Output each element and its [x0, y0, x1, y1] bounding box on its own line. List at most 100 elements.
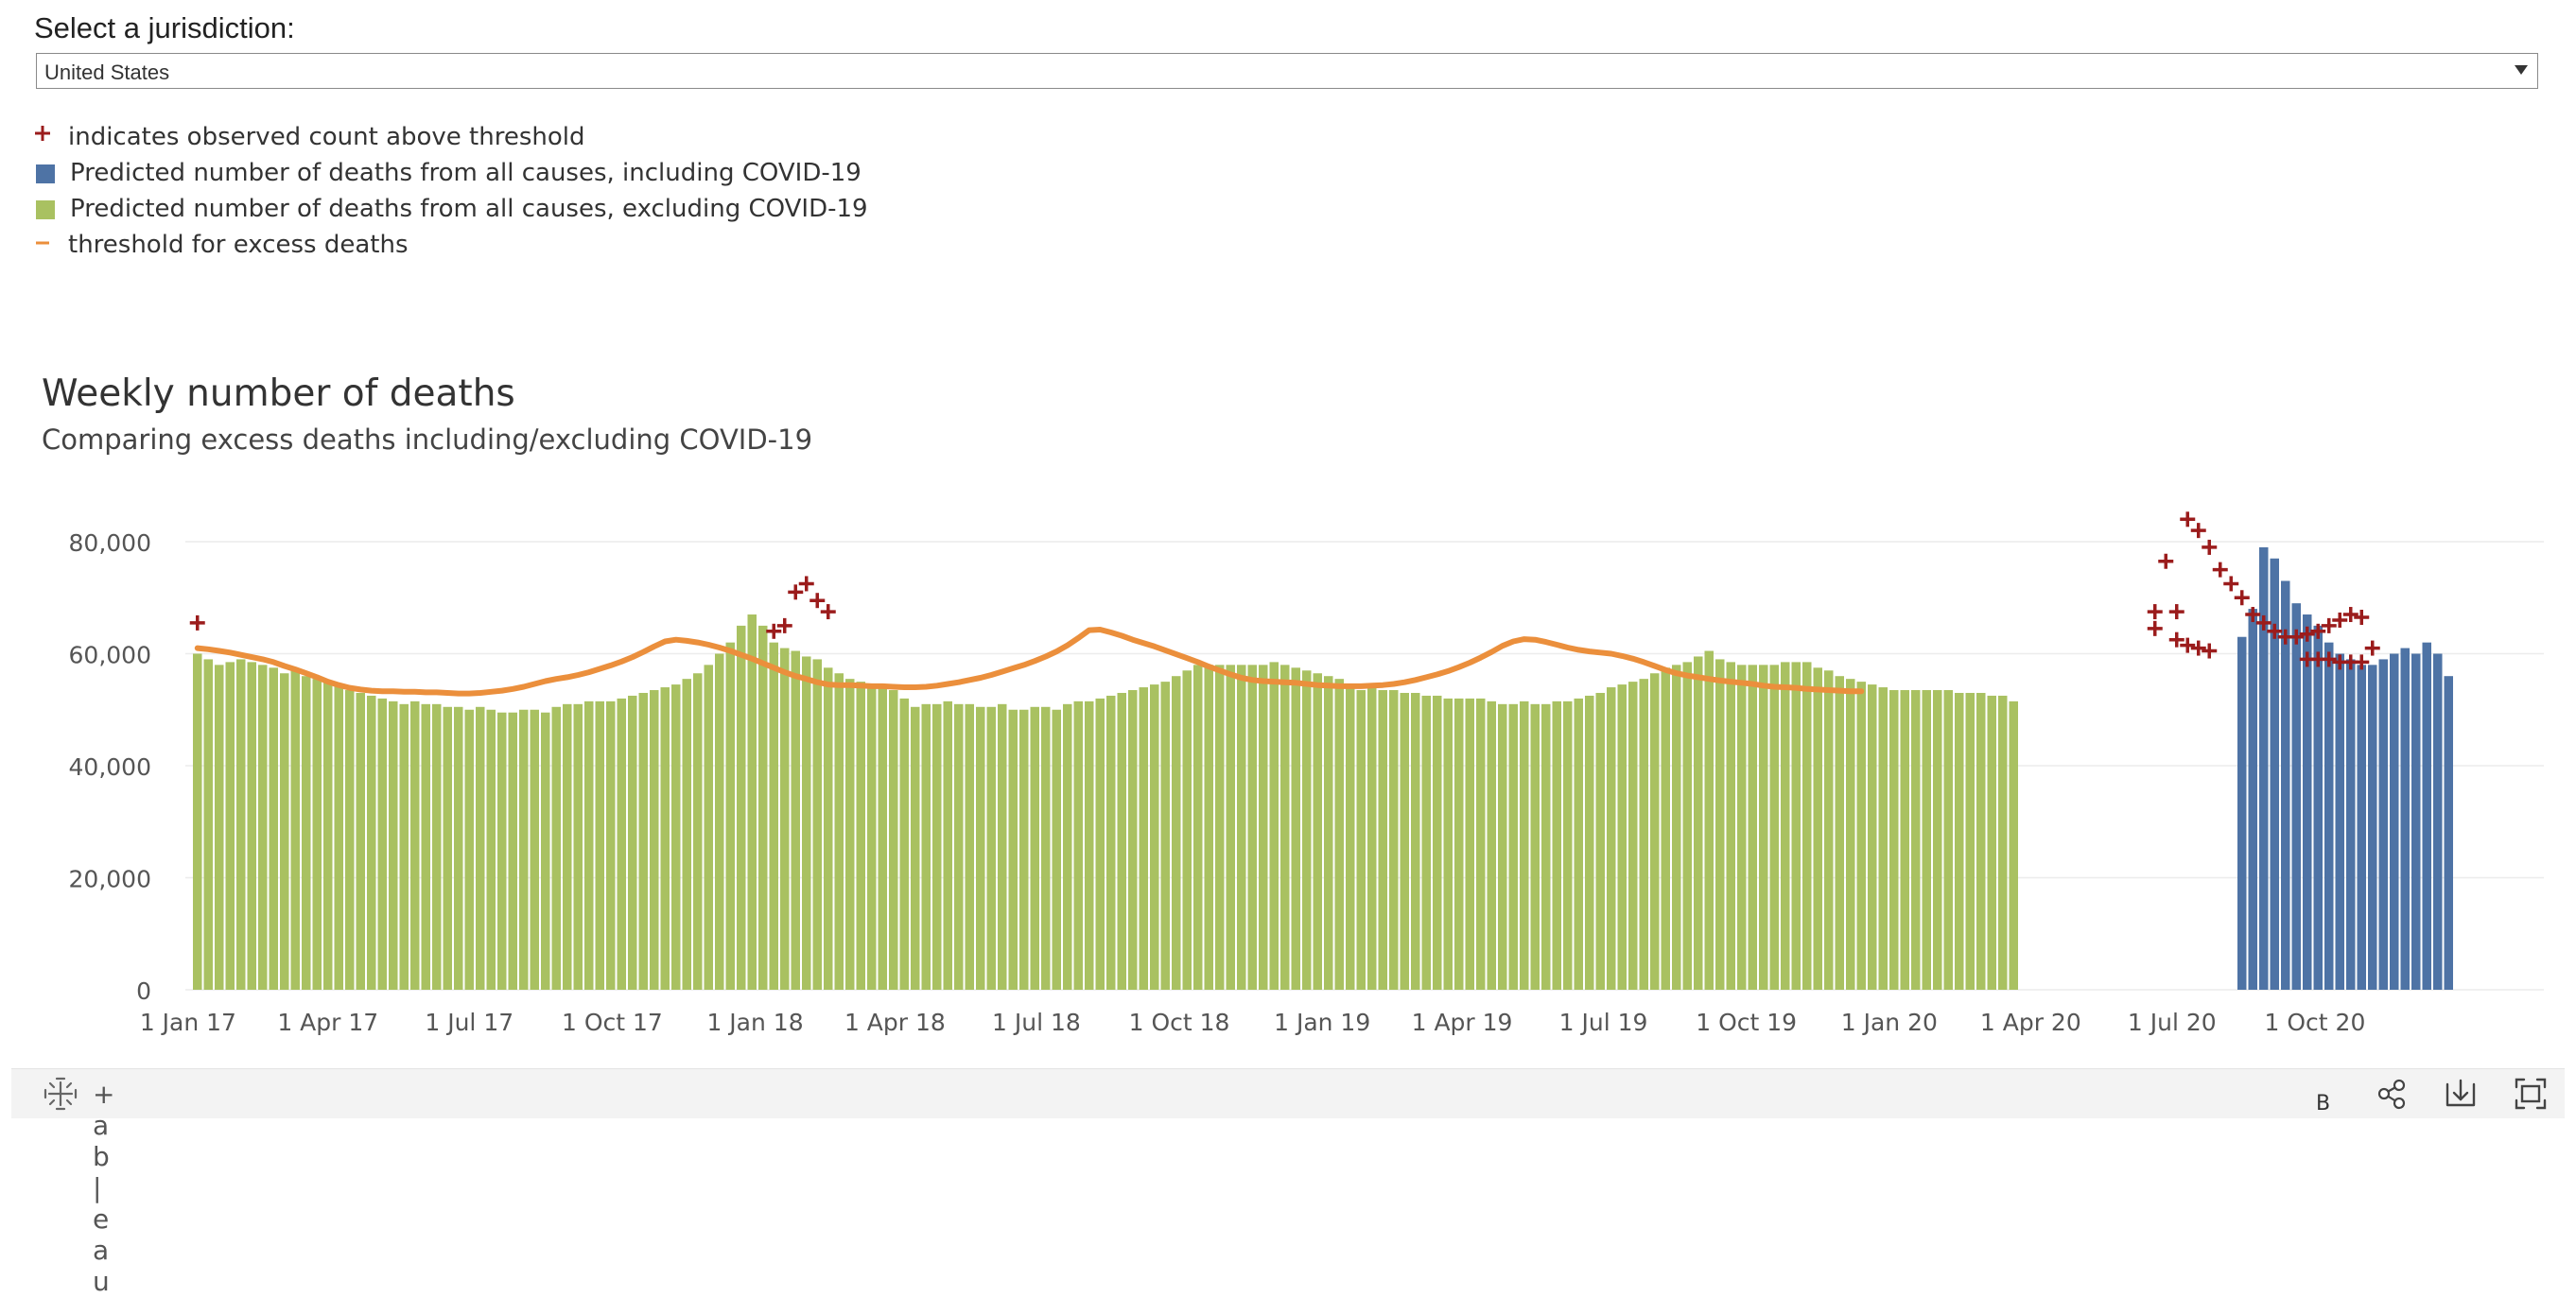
bar-excluding-covid: [1846, 679, 1855, 990]
bar-excluding-covid: [1193, 665, 1203, 990]
bar-excluding-covid: [1802, 662, 1812, 990]
observed-plus-marker: [798, 576, 814, 592]
x-tick-label: 1 Jul 18: [992, 1009, 1081, 1036]
bar-excluding-covid: [258, 665, 268, 990]
bar-excluding-covid: [1748, 665, 1757, 990]
bar-excluding-covid: [1324, 676, 1333, 990]
bar-excluding-covid: [1008, 709, 1018, 990]
bar-excluding-covid: [508, 712, 517, 990]
bar-excluding-covid: [1052, 709, 1061, 990]
bar-including-covid: [2444, 676, 2453, 990]
bar-excluding-covid: [497, 712, 507, 990]
y-tick-label: 0: [136, 977, 151, 1005]
bar-excluding-covid: [1117, 692, 1126, 990]
bar-excluding-covid: [1411, 692, 1420, 990]
observed-plus-marker: [2147, 620, 2163, 636]
x-tick-label: 1 Oct 20: [2265, 1009, 2366, 1036]
bar-excluding-covid: [563, 703, 572, 990]
green-square-swatch: [36, 200, 55, 219]
bar-excluding-covid: [1160, 682, 1170, 990]
bar-excluding-covid: [1454, 698, 1464, 990]
bar-excluding-covid: [421, 703, 430, 990]
chart-title: Weekly number of deaths: [42, 372, 515, 415]
bar-excluding-covid: [1334, 679, 1344, 990]
bar-excluding-covid: [1139, 687, 1148, 990]
bar-excluding-covid: [1933, 690, 1942, 990]
x-tick-label: 1 Apr 18: [844, 1009, 946, 1036]
observed-plus-marker: [2364, 640, 2380, 656]
bar-excluding-covid: [247, 662, 256, 990]
bar-excluding-covid: [889, 690, 898, 990]
bar-including-covid: [2378, 659, 2388, 990]
bar-excluding-covid: [323, 682, 333, 990]
x-tick-label: 1 Jan 20: [1841, 1009, 1938, 1036]
bar-excluding-covid: [1769, 665, 1779, 990]
bar-excluding-covid: [1759, 665, 1768, 990]
bar-excluding-covid: [410, 700, 420, 990]
bar-excluding-covid: [1737, 665, 1747, 990]
jurisdiction-dropdown[interactable]: United States: [36, 53, 2538, 89]
bar-excluding-covid: [628, 695, 637, 990]
observed-plus-marker: [2321, 651, 2337, 667]
bar-excluding-covid: [780, 648, 790, 990]
bar-excluding-covid: [1639, 679, 1648, 990]
bar-excluding-covid: [1965, 692, 1975, 990]
observed-plus-marker: [2321, 617, 2337, 633]
bar-excluding-covid: [932, 703, 942, 990]
bar-excluding-covid: [367, 695, 376, 990]
bar-excluding-covid: [345, 690, 355, 990]
bar-excluding-covid: [943, 700, 952, 990]
observed-plus-marker: [2180, 511, 2196, 527]
bar-excluding-covid: [638, 692, 648, 990]
jurisdiction-label: Select a jurisdiction:: [34, 11, 295, 44]
fullscreen-icon[interactable]: [2512, 1075, 2550, 1113]
observed-plus-marker: [189, 614, 205, 631]
x-tick-label: 1 Jan 17: [140, 1009, 236, 1036]
bar-excluding-covid: [1726, 662, 1735, 990]
bar-excluding-covid: [921, 703, 931, 990]
bar-excluding-covid: [769, 642, 778, 990]
bar-including-covid: [2270, 558, 2279, 990]
bar-excluding-covid: [1106, 695, 1116, 990]
observed-plus-marker: [2223, 576, 2239, 592]
observed-plus-marker: [2245, 607, 2261, 623]
bar-excluding-covid: [476, 706, 485, 990]
bar-excluding-covid: [280, 673, 289, 990]
bar-excluding-covid: [954, 703, 964, 990]
bar-excluding-covid: [1520, 700, 1529, 990]
bar-including-covid: [2433, 653, 2443, 990]
download-icon[interactable]: [2442, 1075, 2480, 1113]
bar-excluding-covid: [802, 656, 811, 990]
bar-excluding-covid: [965, 703, 974, 990]
bar-excluding-covid: [1998, 695, 2008, 990]
bar-excluding-covid: [1421, 695, 1431, 990]
bar-excluding-covid: [1911, 690, 1921, 990]
bar-excluding-covid: [1128, 690, 1138, 990]
bar-excluding-covid: [1302, 670, 1312, 990]
observed-plus-marker: [2354, 609, 2370, 625]
share-icon[interactable]: [2373, 1075, 2411, 1113]
bar-excluding-covid: [1259, 665, 1268, 990]
bar-excluding-covid: [1672, 665, 1681, 990]
bar-excluding-covid: [682, 679, 691, 990]
bar-excluding-covid: [1943, 690, 1953, 990]
bar-including-covid: [2313, 625, 2323, 990]
bar-excluding-covid: [1269, 662, 1279, 990]
bar-excluding-covid: [1976, 692, 1986, 990]
bar-excluding-covid: [1574, 698, 1583, 990]
x-tick-label: 1 Apr 20: [1980, 1009, 2081, 1036]
x-tick-label: 1 Apr 19: [1412, 1009, 1513, 1036]
bar-excluding-covid: [899, 698, 909, 990]
bar-excluding-covid: [1715, 659, 1725, 990]
orange-dash-swatch: [36, 241, 49, 245]
chevron-down-icon[interactable]: [2515, 65, 2528, 75]
bar-excluding-covid: [334, 684, 343, 990]
bar-excluding-covid: [845, 679, 855, 990]
bar-excluding-covid: [606, 700, 616, 990]
x-tick-label: 1 Jul 17: [425, 1009, 513, 1036]
observed-plus-marker: [2147, 604, 2163, 620]
bar-excluding-covid: [1063, 703, 1072, 990]
observed-plus-marker: [2289, 629, 2305, 645]
x-tick-label: 1 Jul 20: [2128, 1009, 2217, 1036]
bar-excluding-covid: [225, 662, 235, 990]
